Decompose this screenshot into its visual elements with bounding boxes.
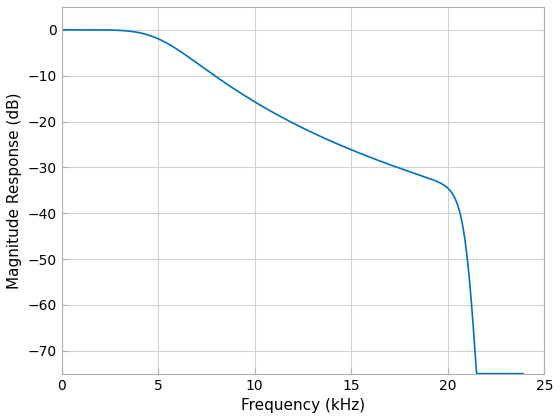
Y-axis label: Magnitude Response (dB): Magnitude Response (dB) — [7, 92, 22, 289]
X-axis label: Frequency (kHz): Frequency (kHz) — [241, 398, 365, 413]
